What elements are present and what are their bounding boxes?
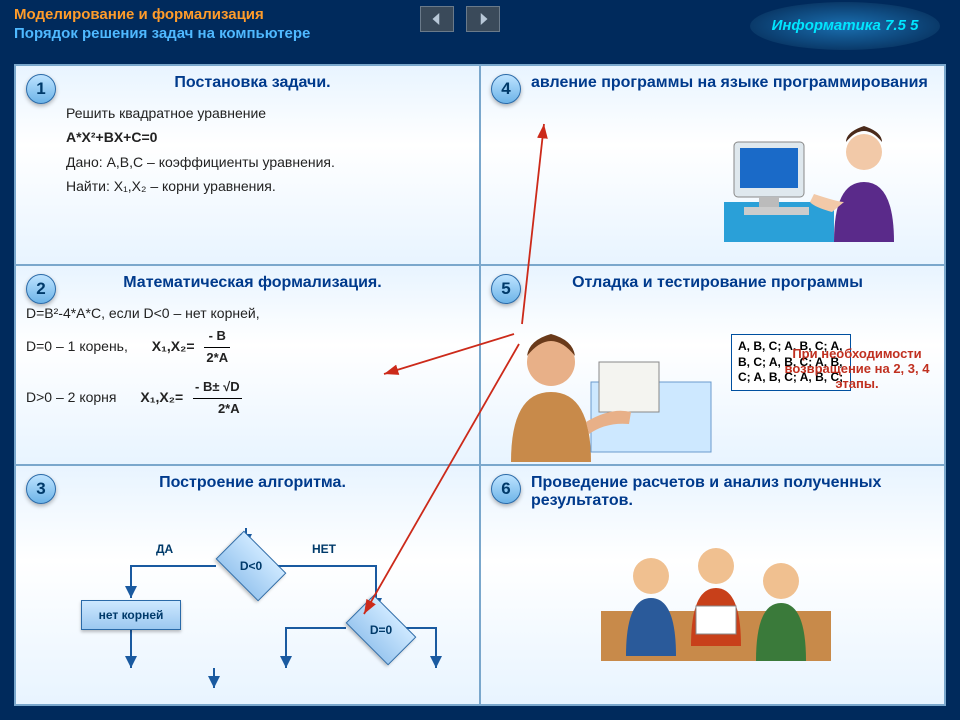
cell-title: Постановка задачи. <box>36 74 469 92</box>
formula-label: X₁,X₂= <box>152 338 195 354</box>
step-number: 3 <box>26 474 56 504</box>
formula: X₁,X₂= - B 2*A <box>152 326 230 369</box>
cell-title: Математическая формализация. <box>36 274 469 292</box>
cell-5: 5 Отладка и тестирование программы A, B,… <box>480 265 945 465</box>
flowchart-no-label: НЕТ <box>312 542 336 556</box>
fraction-bot: 2*A <box>204 348 230 369</box>
text-line: D=0 – 1 корень, X₁,X₂= - B 2*A <box>26 326 469 369</box>
cell-6: 6 Проведение расчетов и анализ полученны… <box>480 465 945 705</box>
course-badge: Информатика 7.5 5 <box>750 2 940 50</box>
cell-title: Отладка и тестирование программы <box>501 274 934 292</box>
flowchart-yes-label: ДА <box>156 542 173 556</box>
course-badge-text: Информатика 7.5 5 <box>772 18 919 35</box>
return-note: При необходимости возвращение на 2, 3, 4… <box>782 346 932 391</box>
fraction-bot: 2*A <box>193 399 242 420</box>
text-line: D=B²-4*A*C, если D<0 – нет корней, <box>26 302 469 324</box>
flowchart: D<0 ДА НЕТ нет корней D=0 <box>76 528 456 698</box>
text-fragment: D=0 – 1 корень, <box>26 338 128 354</box>
step-number: 2 <box>26 274 56 304</box>
cell-body: D=B²-4*A*C, если D<0 – нет корней, D=0 –… <box>26 302 469 420</box>
prev-button[interactable] <box>420 6 454 32</box>
meeting-icon <box>601 526 831 686</box>
formula: X₁,X₂= - B± √D 2*A <box>140 377 241 420</box>
flowchart-decision-label: D<0 <box>222 547 280 585</box>
step-number: 5 <box>491 274 521 304</box>
text-line: Решить квадратное уравнение <box>66 102 469 124</box>
fraction: - B± √D 2*A <box>193 377 242 420</box>
step-number: 1 <box>26 74 56 104</box>
next-button[interactable] <box>466 6 500 32</box>
cell-2: 2 Математическая формализация. D=B²-4*A*… <box>15 265 480 465</box>
fraction: - B 2*A <box>204 326 230 369</box>
cell-body: Решить квадратное уравнение A*X²+BX+C=0 … <box>66 102 469 198</box>
step-number: 4 <box>491 74 521 104</box>
cell-title: авление программы на языке программирова… <box>531 74 934 92</box>
text-line: D>0 – 2 корня X₁,X₂= - B± √D 2*A <box>26 377 469 420</box>
fraction-top: - B <box>204 326 230 348</box>
fraction-top: - B± √D <box>193 377 242 399</box>
cell-4: 4 авление программы на языке программиро… <box>480 65 945 265</box>
cell-3: 3 Построение алгоритма. D<0 ДА <box>15 465 480 705</box>
arrow-left-icon <box>428 10 446 28</box>
slide-header: Моделирование и формализация Порядок реш… <box>0 0 960 60</box>
formula-label: X₁,X₂= <box>140 389 183 405</box>
cell-title: Проведение расчетов и анализ полученных … <box>531 474 934 510</box>
text-line: Дано: A,B,C – коэффициенты уравнения. <box>66 151 469 173</box>
steps-grid: 1 Постановка задачи. Решить квадратное у… <box>14 64 946 706</box>
cell-title: Построение алгоритма. <box>36 474 469 492</box>
text-line: Найти: X₁,X₂ – корни уравнения. <box>66 175 469 197</box>
flowchart-process: нет корней <box>81 600 181 630</box>
person-at-computer-icon <box>714 112 904 252</box>
arrow-right-icon <box>474 10 492 28</box>
flowchart-decision-label: D=0 <box>352 611 410 649</box>
person-at-desk-icon <box>491 312 721 462</box>
cell-1: 1 Постановка задачи. Решить квадратное у… <box>15 65 480 265</box>
text-fragment: D>0 – 2 корня <box>26 389 116 405</box>
text-line: A*X²+BX+C=0 <box>66 126 469 148</box>
step-number: 6 <box>491 474 521 504</box>
nav-buttons <box>420 6 500 32</box>
flowchart-process-label: нет корней <box>99 608 164 622</box>
